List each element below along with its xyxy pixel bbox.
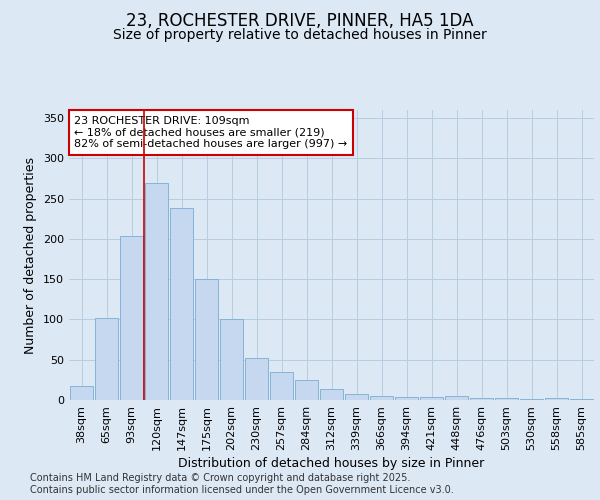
Bar (419, 397, 443, 400)
Bar (220, 320, 244, 400)
Bar (320, 388, 343, 400)
Bar (470, 398, 493, 400)
Bar (494, 398, 518, 400)
Bar (445, 396, 469, 400)
Bar (70, 386, 94, 400)
Text: Contains HM Land Registry data © Crown copyright and database right 2025.
Contai: Contains HM Land Registry data © Crown c… (30, 474, 454, 495)
Bar (269, 372, 293, 400)
Bar (395, 397, 418, 400)
Text: Size of property relative to detached houses in Pinner: Size of property relative to detached ho… (113, 28, 487, 42)
Bar (245, 358, 268, 400)
Bar (569, 399, 593, 400)
Text: 23, ROCHESTER DRIVE, PINNER, HA5 1DA: 23, ROCHESTER DRIVE, PINNER, HA5 1DA (126, 12, 474, 30)
Bar (344, 394, 368, 400)
Bar (295, 380, 319, 400)
Bar (545, 398, 568, 400)
Bar (370, 396, 394, 400)
Bar (95, 318, 118, 400)
Bar (194, 279, 218, 400)
Y-axis label: Number of detached properties: Number of detached properties (25, 156, 37, 354)
Bar (119, 236, 143, 400)
X-axis label: Distribution of detached houses by size in Pinner: Distribution of detached houses by size … (178, 457, 485, 470)
Bar (170, 208, 193, 400)
Text: 23 ROCHESTER DRIVE: 109sqm
← 18% of detached houses are smaller (219)
82% of sem: 23 ROCHESTER DRIVE: 109sqm ← 18% of deta… (74, 116, 347, 149)
Bar (145, 182, 169, 400)
Bar (520, 399, 544, 400)
